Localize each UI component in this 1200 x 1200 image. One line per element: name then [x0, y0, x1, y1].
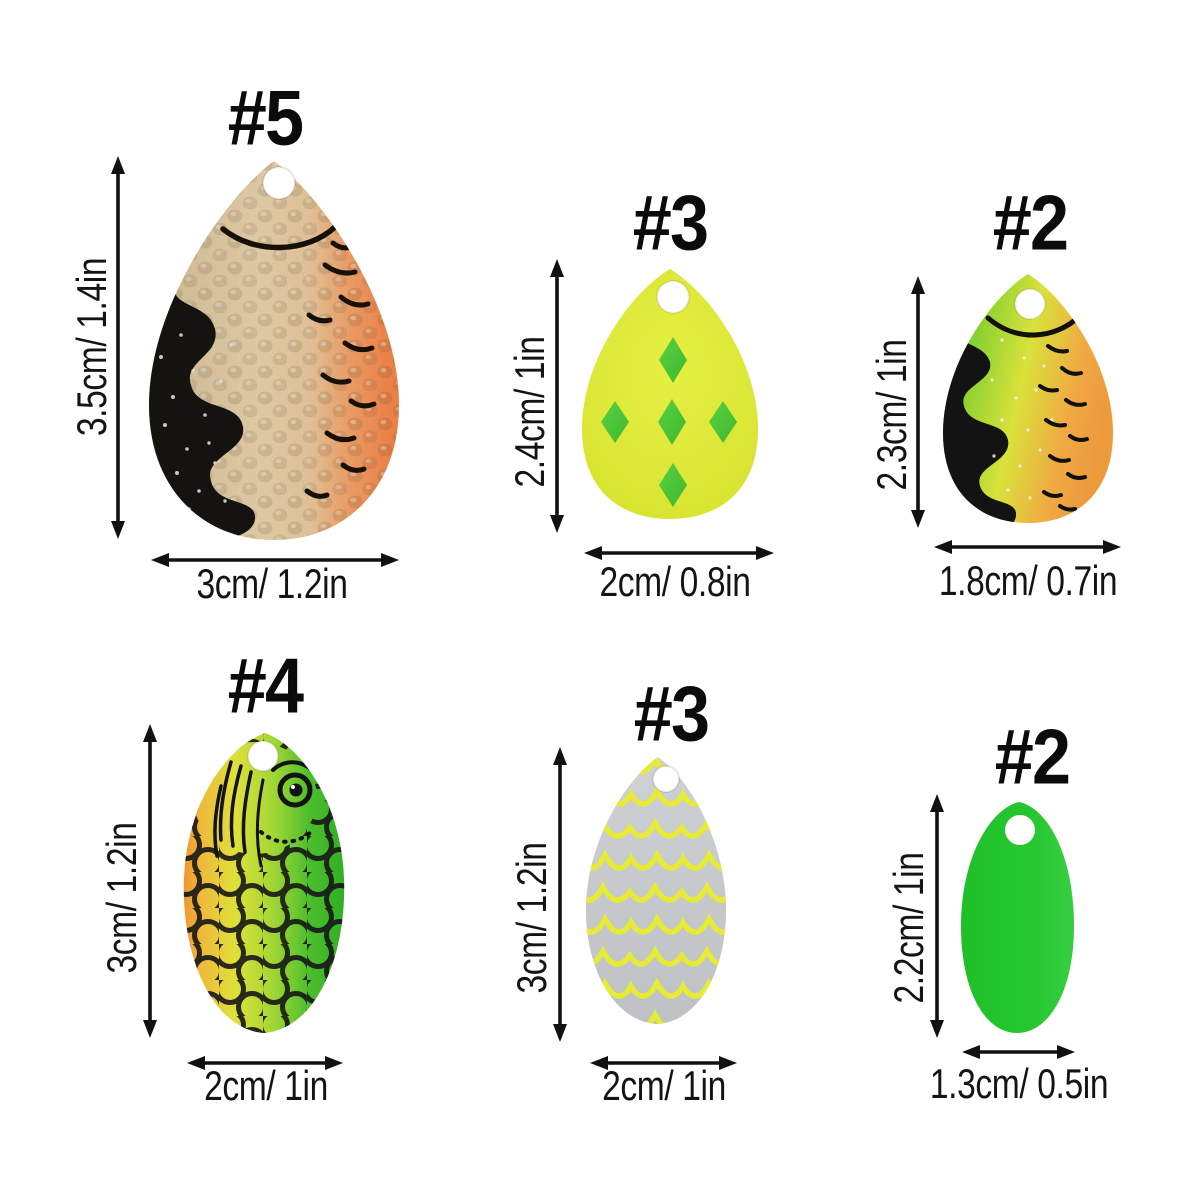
size-label: #3 [632, 178, 709, 267]
blade-4-scale-image [183, 733, 345, 1033]
height-arrow-icon [143, 724, 157, 1038]
width-arrow-icon [187, 1056, 343, 1070]
width-arrow-icon [590, 1056, 737, 1070]
height-dimension-label: 2.4cm/ 1in [506, 336, 553, 488]
height-dimension-label: 2.2cm/ 1in [885, 852, 932, 1004]
size-label: #2 [994, 712, 1071, 801]
size-label: #2 [992, 178, 1069, 267]
width-dimension-label: 2cm/ 1in [602, 1062, 726, 1109]
width-dimension-label: 2cm/ 1in [204, 1062, 328, 1109]
width-dimension-label: 1.3cm/ 0.5in [929, 1060, 1109, 1107]
height-dimension-label: 3.5cm/ 1.4in [68, 257, 115, 437]
height-arrow-icon [111, 156, 125, 539]
width-arrow-icon [151, 553, 399, 567]
width-dimension-label: 3cm/ 1.2in [196, 560, 348, 607]
blade-2-green-image [961, 802, 1074, 1033]
height-arrow-icon [930, 794, 944, 1038]
height-dimension-label: 3cm/ 1.2in [98, 822, 145, 974]
size-label: #3 [633, 669, 710, 758]
size-label: #5 [227, 73, 304, 162]
blade-2-firetiger-image [943, 274, 1113, 523]
height-dimension-label: 2.3cm/ 1in [868, 339, 915, 491]
size-label: #4 [227, 641, 304, 730]
height-arrow-icon [553, 747, 567, 1042]
height-arrow-icon [911, 276, 925, 528]
blade-3-diamond-image [582, 269, 758, 519]
width-dimension-label: 1.8cm/ 0.7in [938, 557, 1118, 604]
height-arrow-icon [550, 259, 564, 533]
width-arrow-icon [934, 540, 1121, 554]
height-dimension-label: 3cm/ 1.2in [508, 842, 555, 994]
width-dimension-label: 2cm/ 0.8in [599, 558, 751, 605]
width-arrow-icon [584, 546, 774, 560]
blade-5-hammered-image [149, 161, 399, 540]
width-arrow-icon [962, 1045, 1075, 1059]
blade-3-silver-wave-image [585, 757, 727, 1024]
